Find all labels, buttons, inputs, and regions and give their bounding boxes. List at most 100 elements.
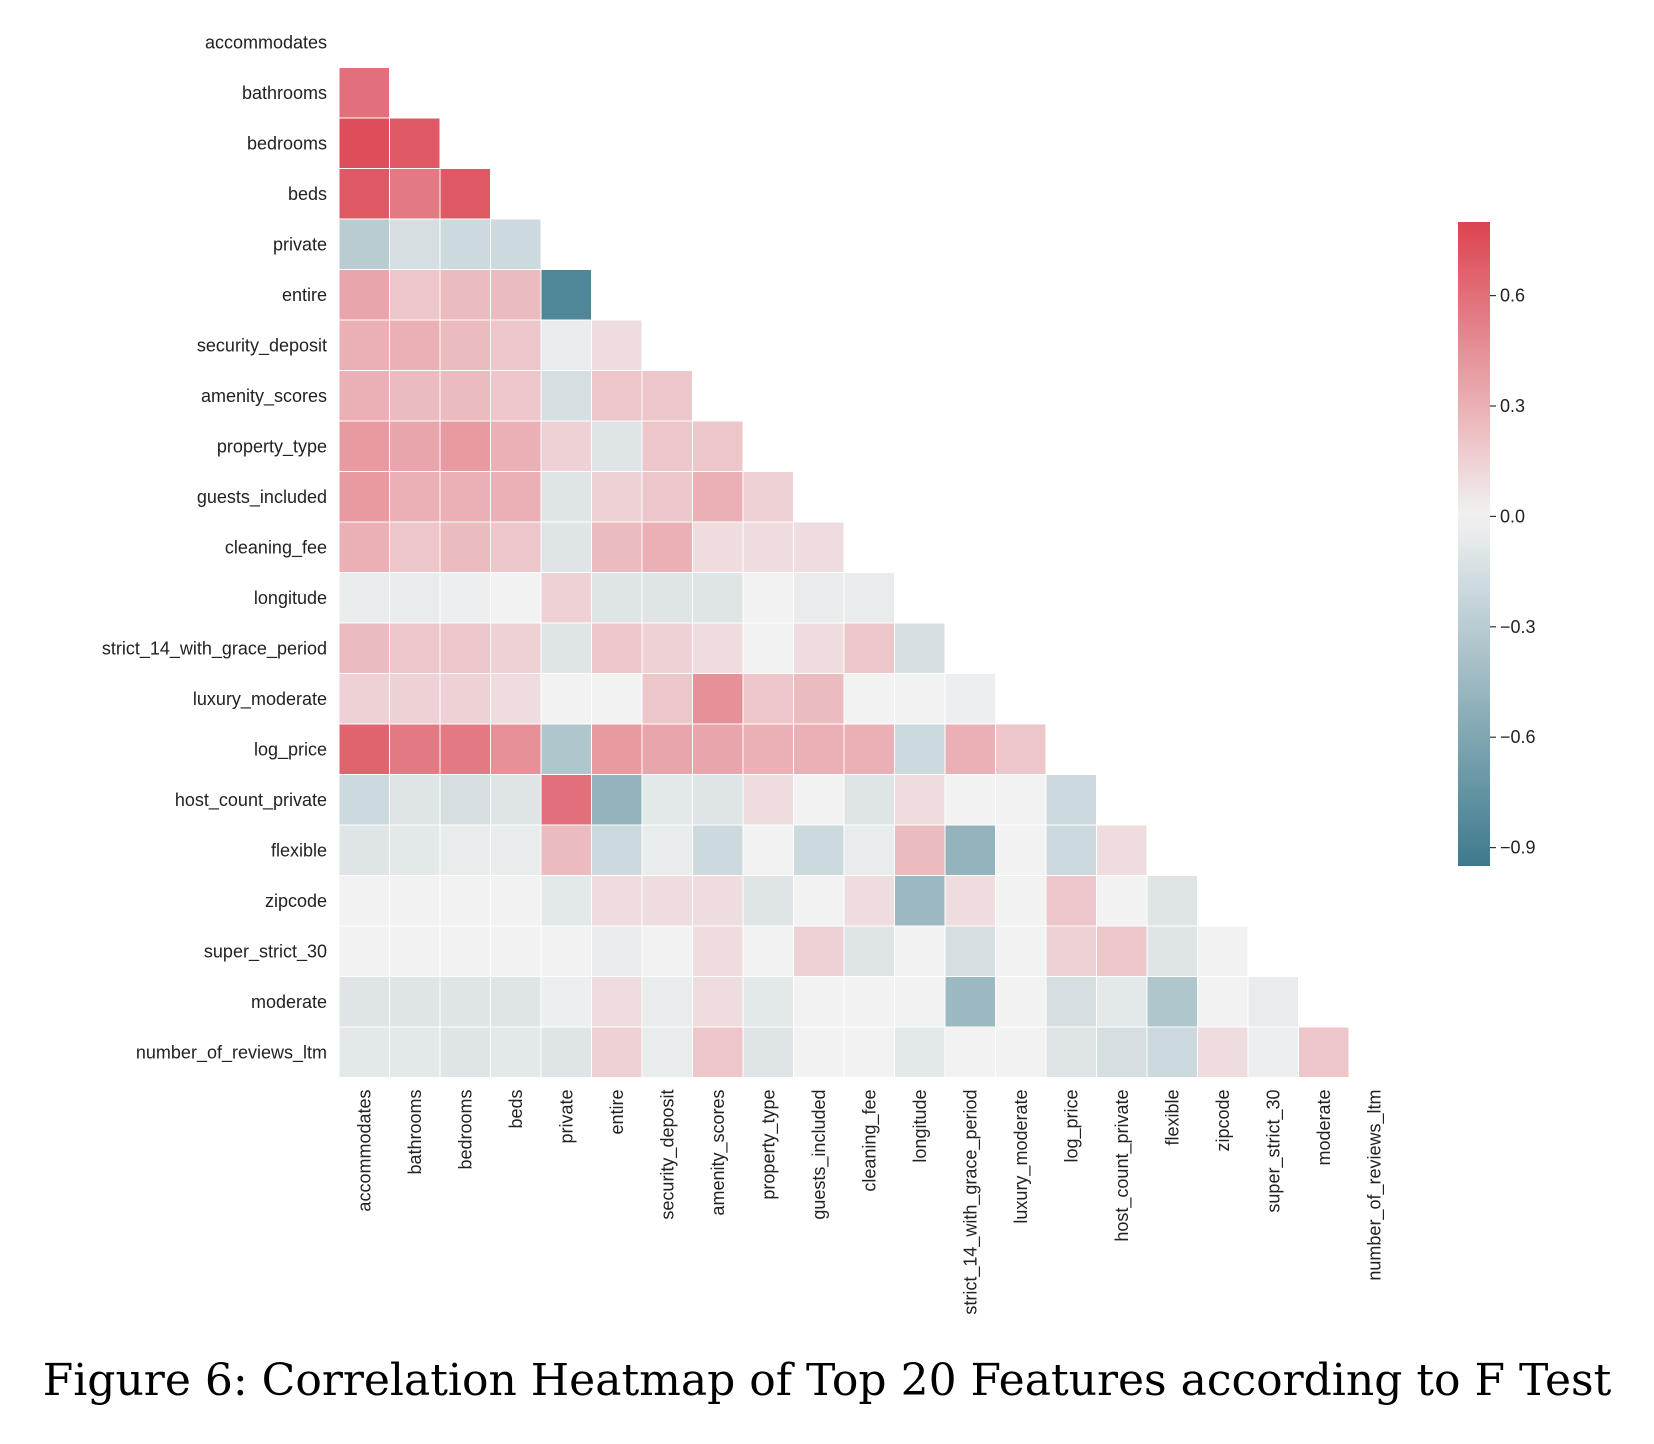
heatmap-cell-number_of_reviews_ltm-private <box>540 1026 592 1078</box>
heatmap-cell-luxury_moderate-longitude <box>894 673 946 725</box>
x-tick-label: entire <box>607 1090 627 1135</box>
heatmap-cell-flexible-strict_14_with_grace_period <box>944 824 996 876</box>
heatmap-cell-host_count_private-log_price <box>1045 774 1097 826</box>
heatmap-cell-guests_included-property_type <box>742 471 794 523</box>
heatmap-cell-zipcode-log_price <box>1045 875 1097 927</box>
heatmap-cell-property_type-bathrooms <box>389 420 441 472</box>
heatmap-cell-number_of_reviews_ltm-longitude <box>894 1026 946 1078</box>
heatmap-cell-moderate-security_deposit <box>641 976 693 1028</box>
heatmap-cell-number_of_reviews_ltm-bathrooms <box>389 1026 441 1078</box>
heatmap-cell-moderate-guests_included <box>793 976 845 1028</box>
heatmap-cell-longitude-amenity_scores <box>692 572 744 624</box>
heatmap-cell-bedrooms-accommodates <box>338 117 390 169</box>
heatmap-cell-log_price-property_type <box>742 723 794 775</box>
heatmap-cell-longitude-beds <box>490 572 542 624</box>
heatmap-cell-strict_14_with_grace_period-bathrooms <box>389 622 441 674</box>
heatmap-cell-number_of_reviews_ltm-amenity_scores <box>692 1026 744 1078</box>
heatmap-cell-longitude-security_deposit <box>641 572 693 624</box>
y-tick-label: entire <box>282 285 327 305</box>
x-tick-label: guests_included <box>809 1090 830 1220</box>
heatmap-cell-moderate-cleaning_fee <box>843 976 895 1028</box>
heatmap-cell-flexible-amenity_scores <box>692 824 744 876</box>
heatmap-cell-super_strict_30-accommodates <box>338 925 390 977</box>
heatmap-cell-amenity_scores-accommodates <box>338 370 390 422</box>
heatmap-cell-log_price-security_deposit <box>641 723 693 775</box>
heatmap-cell-strict_14_with_grace_period-bedrooms <box>439 622 491 674</box>
heatmap-cell-luxury_moderate-security_deposit <box>641 673 693 725</box>
heatmap-cell-flexible-entire <box>591 824 643 876</box>
heatmap-cell-super_strict_30-guests_included <box>793 925 845 977</box>
y-tick-label: moderate <box>251 992 327 1012</box>
y-tick-label: host_count_private <box>175 790 327 811</box>
y-tick-label: cleaning_fee <box>225 537 327 558</box>
heatmap-cell-cleaning_fee-private <box>540 521 592 573</box>
heatmap-cell-flexible-guests_included <box>793 824 845 876</box>
heatmap-cell-flexible-cleaning_fee <box>843 824 895 876</box>
heatmap-cell-number_of_reviews_ltm-security_deposit <box>641 1026 693 1078</box>
heatmap-cell-zipcode-longitude <box>894 875 946 927</box>
heatmap-cell-super_strict_30-zipcode <box>1197 925 1249 977</box>
figure-caption: Figure 6: Correlation Heatmap of Top 20 … <box>43 1355 1612 1406</box>
heatmap-cell-luxury_moderate-accommodates <box>338 673 390 725</box>
heatmap-cell-private-bathrooms <box>389 218 441 270</box>
y-tick-label: property_type <box>217 436 327 457</box>
colorbar-gradient <box>1458 222 1490 866</box>
heatmap-cell-log_price-beds <box>490 723 542 775</box>
heatmap-cell-host_count_private-property_type <box>742 774 794 826</box>
y-tick-label: amenity_scores <box>201 386 327 407</box>
heatmap-cell-strict_14_with_grace_period-guests_included <box>793 622 845 674</box>
heatmap-cell-property_type-private <box>540 420 592 472</box>
colorbar-tick-label: −0.9 <box>1500 838 1536 858</box>
heatmap-cell-property_type-accommodates <box>338 420 390 472</box>
heatmap-cell-log_price-cleaning_fee <box>843 723 895 775</box>
heatmap-cell-super_strict_30-cleaning_fee <box>843 925 895 977</box>
heatmap-cell-number_of_reviews_ltm-zipcode <box>1197 1026 1249 1078</box>
heatmap-cell-moderate-strict_14_with_grace_period <box>944 976 996 1028</box>
x-tick-label: security_deposit <box>657 1090 678 1220</box>
heatmap-cell-cleaning_fee-bathrooms <box>389 521 441 573</box>
heatmap-cell-host_count_private-beds <box>490 774 542 826</box>
heatmap-cell-host_count_private-amenity_scores <box>692 774 744 826</box>
colorbar-tick-label: 0.3 <box>1500 396 1525 416</box>
heatmap-cell-super_strict_30-strict_14_with_grace_period <box>944 925 996 977</box>
heatmap-cell-longitude-guests_included <box>793 572 845 624</box>
heatmap-cell-moderate-entire <box>591 976 643 1028</box>
heatmap-cell-log_price-guests_included <box>793 723 845 775</box>
heatmap-cell-flexible-accommodates <box>338 824 390 876</box>
heatmap-cell-zipcode-flexible <box>1146 875 1198 927</box>
heatmap-cell-guests_included-security_deposit <box>641 471 693 523</box>
heatmap-cell-strict_14_with_grace_period-cleaning_fee <box>843 622 895 674</box>
heatmap-cell-strict_14_with_grace_period-security_deposit <box>641 622 693 674</box>
heatmap-cell-host_count_private-accommodates <box>338 774 390 826</box>
y-tick-label: zipcode <box>265 891 327 911</box>
heatmap-cell-host_count_private-cleaning_fee <box>843 774 895 826</box>
heatmap-cell-number_of_reviews_ltm-super_strict_30 <box>1247 1026 1299 1078</box>
heatmap-cell-guests_included-bathrooms <box>389 471 441 523</box>
x-tick-label: flexible <box>1162 1090 1182 1146</box>
heatmap-cell-super_strict_30-security_deposit <box>641 925 693 977</box>
heatmap-cell-private-bedrooms <box>439 218 491 270</box>
heatmap-cell-luxury_moderate-amenity_scores <box>692 673 744 725</box>
heatmap-cell-entire-bedrooms <box>439 269 491 321</box>
heatmap-cell-bathrooms-accommodates <box>338 67 390 119</box>
heatmap-cell-strict_14_with_grace_period-private <box>540 622 592 674</box>
heatmap-cell-super_strict_30-longitude <box>894 925 946 977</box>
heatmap-cell-beds-accommodates <box>338 168 390 220</box>
heatmap-cell-luxury_moderate-bathrooms <box>389 673 441 725</box>
heatmap-cell-log_price-strict_14_with_grace_period <box>944 723 996 775</box>
heatmap-cell-strict_14_with_grace_period-property_type <box>742 622 794 674</box>
y-tick-label: longitude <box>254 588 327 608</box>
heatmap-cell-super_strict_30-beds <box>490 925 542 977</box>
x-tick-label: moderate <box>1314 1090 1334 1166</box>
heatmap-cell-flexible-luxury_moderate <box>995 824 1047 876</box>
heatmap-cell-log_price-accommodates <box>338 723 390 775</box>
heatmap-cell-moderate-amenity_scores <box>692 976 744 1028</box>
x-tick-label: number_of_reviews_ltm <box>1364 1090 1385 1281</box>
x-tick-label: luxury_moderate <box>1011 1090 1032 1224</box>
heatmap-cell-log_price-bedrooms <box>439 723 491 775</box>
heatmap-cell-private-beds <box>490 218 542 270</box>
heatmap-cell-moderate-longitude <box>894 976 946 1028</box>
heatmap-cell-entire-private <box>540 269 592 321</box>
colorbar-tick-label: 0.6 <box>1500 286 1525 306</box>
y-tick-label: beds <box>288 184 327 204</box>
